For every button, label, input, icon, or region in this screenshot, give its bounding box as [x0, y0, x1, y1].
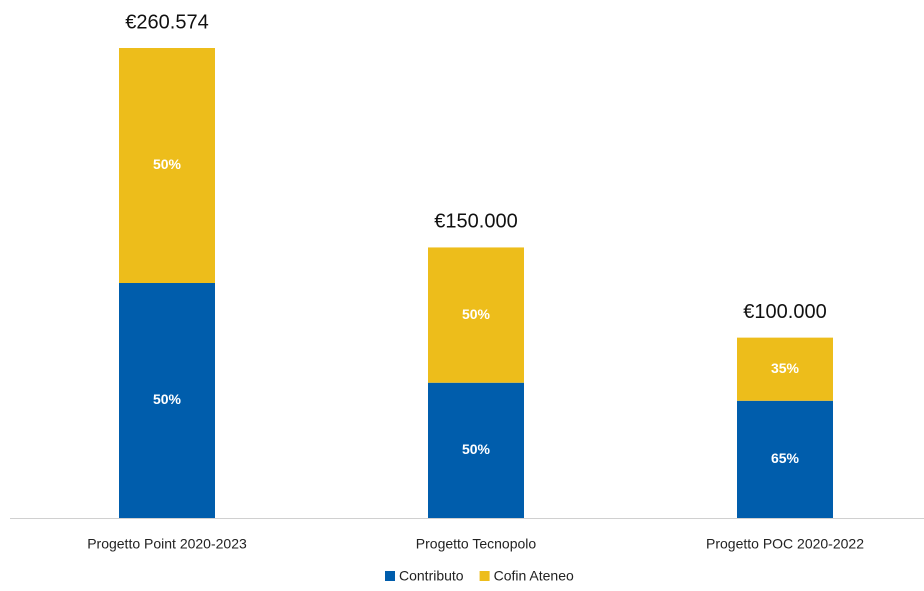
legend-swatch — [479, 571, 490, 581]
segment-label: 65% — [771, 450, 800, 466]
segment-label: 50% — [462, 441, 491, 457]
bar-segment — [428, 247, 524, 383]
bar-segment — [737, 337, 833, 401]
bar-segment — [119, 48, 215, 283]
bar-segment — [428, 382, 524, 518]
segment-label: 50% — [153, 391, 182, 407]
legend-label: Contributo — [399, 568, 464, 584]
segment-label: 35% — [771, 360, 800, 376]
segment-label: 50% — [462, 306, 491, 322]
x-tick-label: Progetto Point 2020-2023 — [87, 536, 247, 552]
total-label: €100.000 — [743, 301, 826, 323]
bar-segment — [737, 400, 833, 518]
total-label: €150.000 — [434, 211, 517, 233]
x-tick-label: Progetto POC 2020-2022 — [706, 536, 864, 552]
segment-label: 50% — [153, 156, 182, 172]
legend-swatch — [385, 571, 395, 581]
legend-label: Cofin Ateneo — [494, 568, 574, 584]
bar-segment — [119, 283, 215, 518]
total-label: €260.574 — [125, 11, 208, 33]
x-tick-label: Progetto Tecnopolo — [416, 536, 537, 552]
